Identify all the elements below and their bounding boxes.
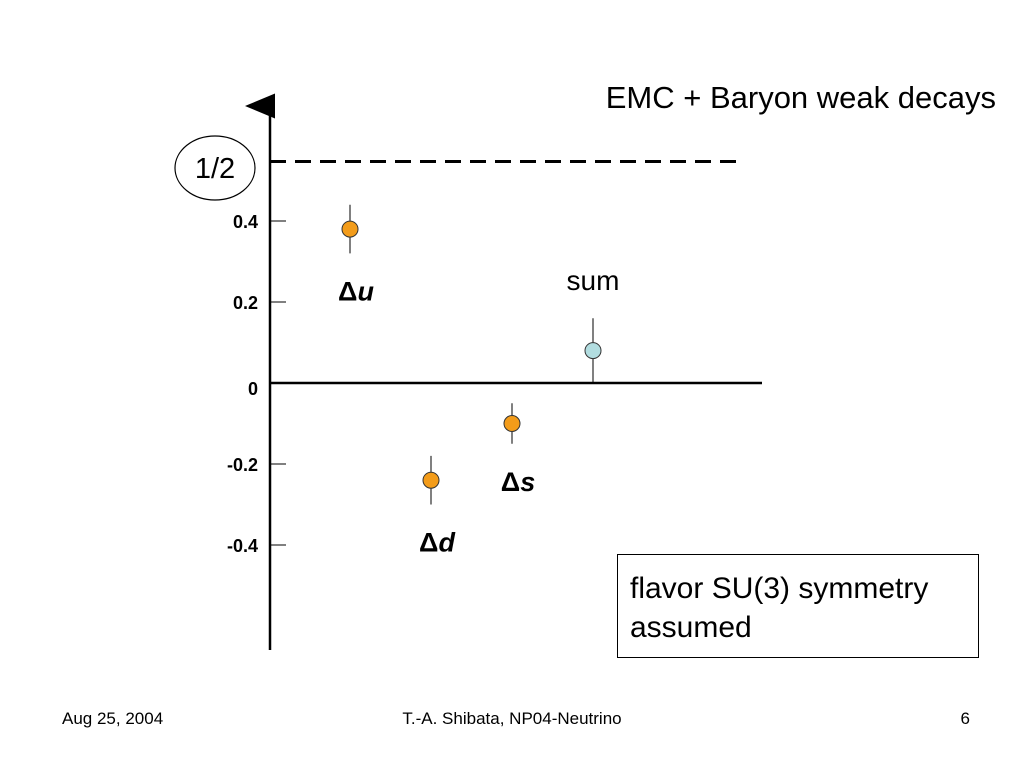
data-point <box>584 342 602 360</box>
y-tick-label: 0 <box>248 379 258 399</box>
point-label: Δs <box>501 467 535 497</box>
data-point <box>503 415 521 432</box>
page-number: 6 <box>960 709 970 728</box>
y-tick-label: -0.4 <box>227 536 258 556</box>
note-box: flavor SU(3) symmetry assumed <box>617 554 979 658</box>
footer-date: Aug 25, 2004 <box>62 709 164 728</box>
slide-title: EMC + Baryon weak decays <box>605 80 996 115</box>
data-point <box>341 220 359 238</box>
reference-label-ellipse <box>174 135 256 201</box>
y-tick-label: -0.2 <box>227 455 258 475</box>
point-label: Δd <box>419 528 455 558</box>
note-line-1: flavor SU(3) symmetry <box>630 572 929 605</box>
reference-label: 1/2 <box>195 153 235 185</box>
note-line-2: assumed <box>630 611 752 644</box>
point-label: sum <box>567 265 620 296</box>
data-point <box>422 471 440 489</box>
footer-author: T.-A. Shibata, NP04-Neutrino <box>402 709 622 728</box>
point-label: Δu <box>338 276 374 306</box>
y-tick-label: 0.4 <box>233 212 258 232</box>
y-tick-label: 0.2 <box>233 293 258 313</box>
